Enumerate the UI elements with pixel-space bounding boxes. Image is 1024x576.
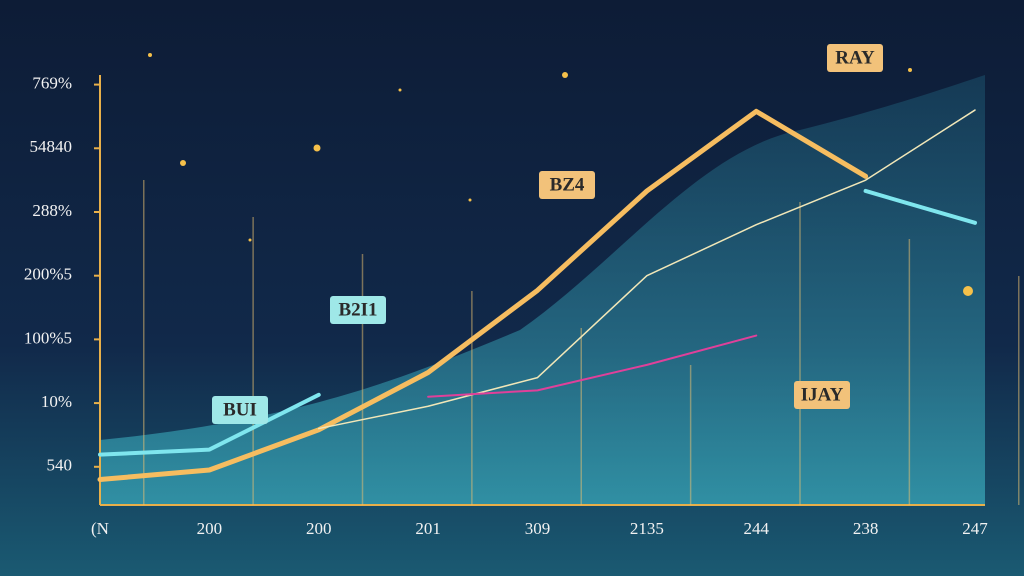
- x-tick-label: 200: [197, 519, 223, 538]
- callout: BUI: [223, 399, 257, 420]
- callout-box: [794, 381, 850, 409]
- x-tick-label: 200: [306, 519, 332, 538]
- y-tick-label: 54840: [30, 137, 73, 156]
- area-decoration: [100, 75, 985, 505]
- series-line: [97, 108, 869, 483]
- x-tick-label: 247: [962, 519, 988, 538]
- y-tick-label: 200%5: [24, 265, 72, 284]
- series-line: [98, 188, 977, 457]
- callout: RAY: [835, 47, 875, 68]
- y-tick-label: 540: [47, 456, 73, 475]
- x-tick-label: 309: [525, 519, 551, 538]
- y-tick-label: 100%5: [24, 328, 72, 347]
- x-tick-label: 2135: [630, 519, 664, 538]
- callout-box: [827, 44, 883, 72]
- callout-box: [212, 396, 268, 424]
- y-tick-label: 769%: [32, 73, 72, 92]
- x-tick-label: 238: [853, 519, 879, 538]
- y-tick-label: 288%: [32, 201, 72, 220]
- series-line: [427, 334, 758, 398]
- callout: B2I1: [338, 299, 377, 320]
- callout-box: [539, 171, 595, 199]
- series-line: [318, 109, 976, 430]
- stars: [148, 53, 973, 296]
- callout: IJAY: [801, 384, 844, 405]
- x-tick-label: 201: [415, 519, 441, 538]
- callout: BZ4: [550, 174, 585, 195]
- callout-box: [330, 296, 386, 324]
- y-tick-label: 10%: [41, 392, 72, 411]
- x-tick-label: 244: [744, 519, 770, 538]
- x-tick-label: (N: [91, 519, 109, 538]
